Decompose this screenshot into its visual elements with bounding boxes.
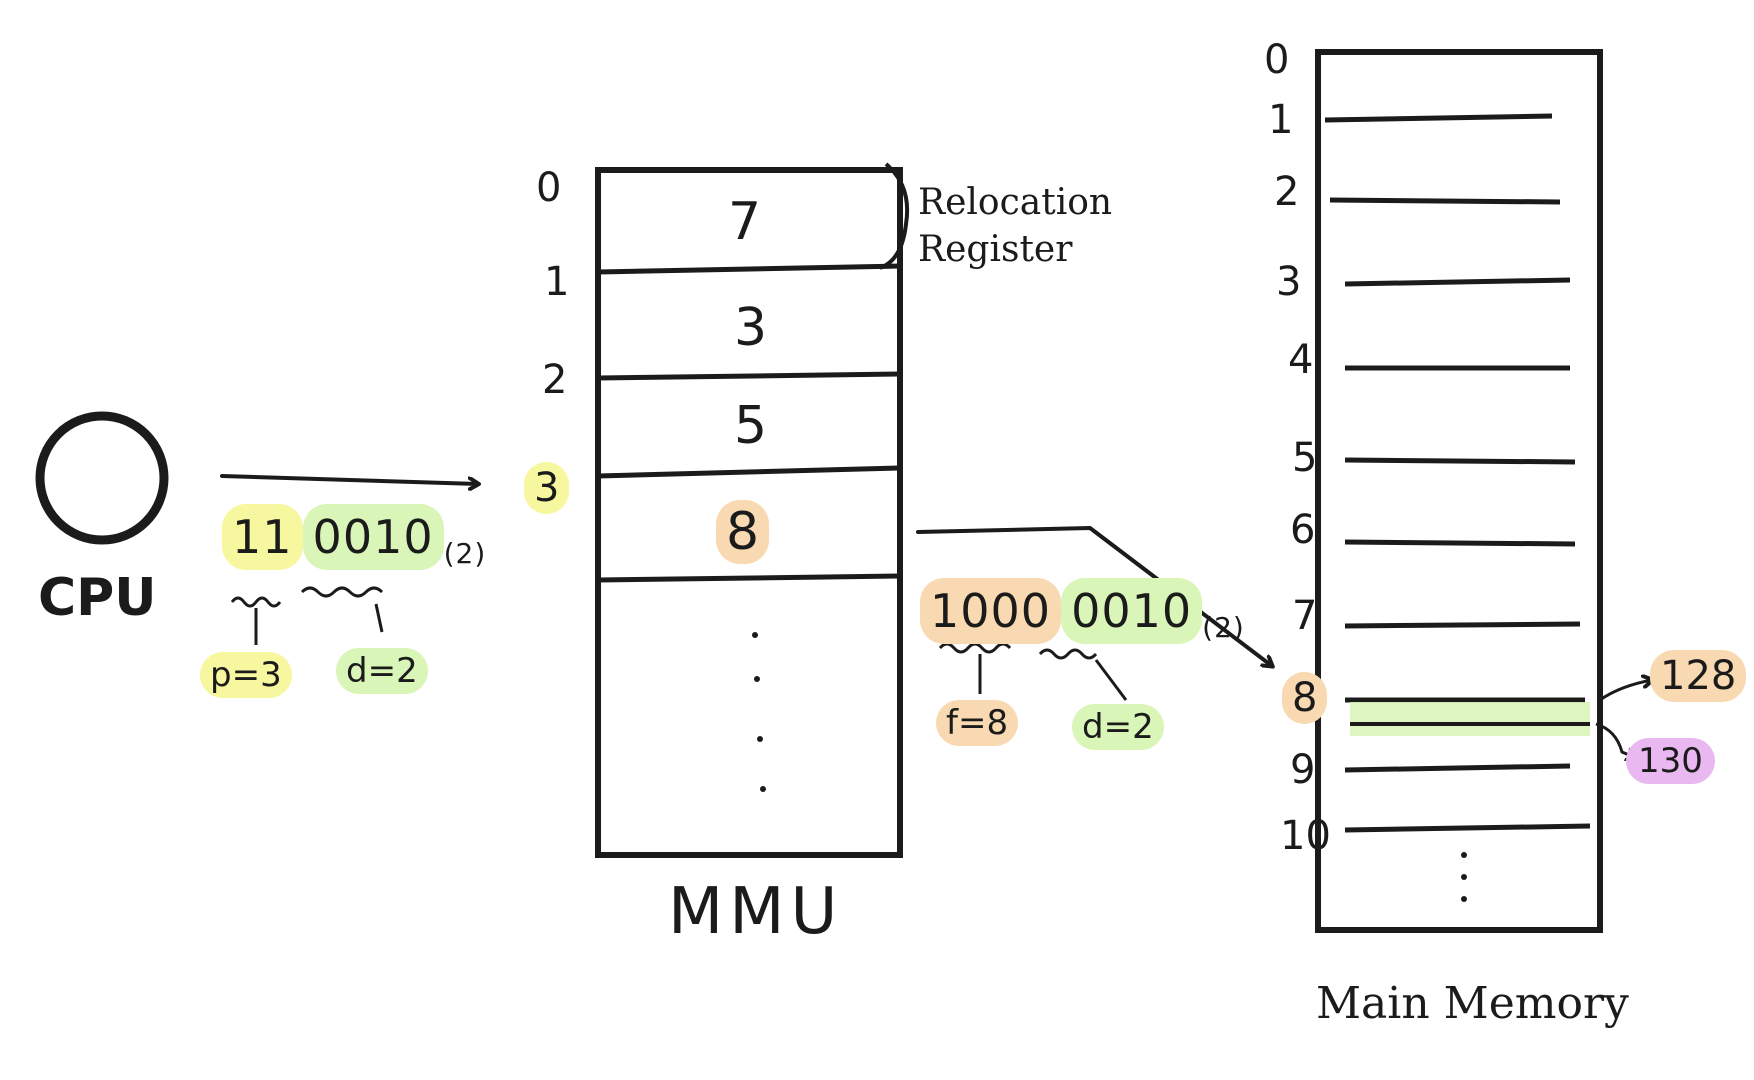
physical-address: 1000 0010 (2) [920,578,1245,645]
relocation-label-line2: Register [918,228,1073,270]
page-number-bits: 11 [222,504,303,570]
cpu-label: CPU [38,568,157,628]
memory-continuation-dot [1461,896,1467,902]
mmu-frame-entry: 7 [728,192,762,252]
memory-index: 3 [1276,259,1302,305]
memory-continuation-dot [1461,852,1467,858]
memory-index: 6 [1290,507,1316,553]
frame-number-bits: 1000 [920,578,1062,644]
frame-offset-bits: 0010 [1061,578,1203,644]
mmu-frame-entry: 3 [734,298,768,358]
mmu-frame-entry-highlighted: 8 [716,500,770,564]
mmu-label: MMU [668,875,844,949]
memory-frame-8-highlight [1350,702,1590,736]
page-bits-brace [230,596,282,608]
memory-index-highlighted: 8 [1282,672,1328,724]
mmu-continuation-dot [760,786,766,792]
memory-index: 2 [1274,169,1300,215]
target-address-arrow [1595,722,1636,758]
frame-number-label: f=8 [936,700,1019,746]
memory-continuation-dot [1461,874,1467,880]
memory-index: 0 [1264,37,1290,83]
target-physical-address: 130 [1626,738,1715,784]
phys-offset-brace [1038,648,1098,660]
memory-index: 9 [1290,747,1316,793]
memory-index: 1 [1268,97,1294,143]
frame-start-arrow [1599,680,1652,702]
mmu-row-divider [597,465,901,479]
mmu-row-divider [597,371,901,381]
offset-bits-pointer [374,603,384,633]
cpu-circle [35,411,169,545]
main-memory-label: Main Memory [1316,978,1629,1029]
relocation-bracket [879,162,910,270]
mmu-frame-entry: 5 [734,396,768,456]
cpu-to-mmu-arrow [220,474,478,484]
mmu-to-memory-arrow [916,526,1272,666]
relocation-register-label: Relocation Register [918,180,1112,274]
logical-address: 11 0010 (2) [222,504,487,571]
binary-base-marker: (2) [1202,611,1245,645]
frame-bits-brace [938,642,1012,654]
memory-index: 7 [1292,593,1318,639]
memory-index: 10 [1280,813,1331,859]
memory-index: 5 [1292,435,1318,481]
offset-bits-brace [300,586,384,598]
memory-index: 4 [1288,337,1314,383]
mmu-index-1: 1 [544,259,570,305]
frame-offset-label: d=2 [1072,704,1164,750]
memory-box [1315,49,1603,933]
page-number-label: p=3 [200,652,292,698]
mmu-index-3: 3 [524,462,570,514]
relocation-label-line1: Relocation [918,182,1113,223]
mmu-table-box [595,167,903,858]
page-offset-label: d=2 [336,648,428,694]
frame-start-address: 128 [1650,650,1747,702]
mmu-row-divider [597,573,901,583]
mmu-index-0: 0 [536,165,562,211]
page-offset-bits: 0010 [302,504,444,570]
mmu-row-divider [597,263,901,275]
mmu-index-2: 2 [542,357,568,403]
mmu-continuation-dot [757,736,763,742]
memory-frame-dividers [1324,113,1591,833]
mmu-continuation-dot [752,632,758,638]
phys-offset-pointer [1094,659,1128,701]
mmu-continuation-dot [754,676,760,682]
binary-base-marker: (2) [443,537,487,571]
